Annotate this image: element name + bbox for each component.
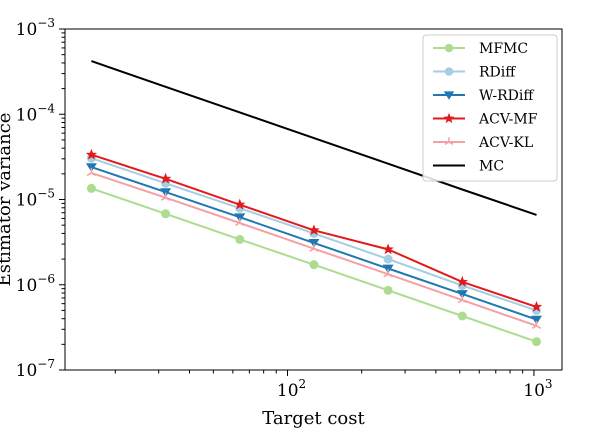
legend-item-rdiff: RDiff [433,65,516,81]
x-axis-label: Target cost [262,408,365,429]
data-point-w-rdiff [382,264,394,274]
legend-label-rdiff: RDiff [479,65,516,81]
data-point-w-rdiff [85,163,97,173]
data-point-acv-kl [531,320,542,329]
data-point-mfmc [309,260,319,270]
data-point-acv-kl [86,167,97,177]
data-point-mfmc [531,337,541,347]
data-point-acv-mf [456,275,468,287]
series-mc [91,60,537,216]
legend-label-w-rdiff: W-RDiff [479,88,534,104]
data-point-acv-mf [382,243,394,255]
data-point-w-rdiff [234,213,246,223]
legend: MFMC RDiff W-RDiff ACV-MF ACV-KL MC [422,34,558,182]
legend-item-acv-kl: ACV-KL [433,135,533,151]
data-point-w-rdiff [160,188,172,198]
data-point-mfmc [383,285,393,295]
data-point-mfmc [86,183,96,193]
y-axis-label: Estimator variance [0,113,15,287]
legend-item-w-rdiff: W-RDiff [433,88,534,104]
legend-marker-w-rdiff [443,91,455,100]
data-point-w-rdiff [456,290,468,299]
legend-marker-mfmc [444,43,454,53]
legend-label-mfmc: MFMC [479,41,528,57]
data-point-mfmc [235,234,245,244]
y-tick-label: 10−6 [16,272,55,296]
legend-marker-rdiff [444,67,454,76]
x-tick-label: 102 [277,377,306,401]
legend-item-acv-mf: ACV-MF [433,112,538,128]
data-point-acv-mf [530,300,543,312]
legend-item-mc: MC [433,159,504,175]
series-acv-mf [85,148,543,312]
data-point-acv-kl [160,192,171,201]
series-w-rdiff [85,163,542,325]
y-tick-label: 10−7 [16,357,55,381]
legend-item-mfmc: MFMC [433,41,528,57]
legend-marker-acv-mf [443,112,455,124]
plot-series [85,60,543,347]
data-point-acv-mf [308,224,320,236]
data-point-acv-kl [383,269,393,278]
data-point-acv-kl [309,243,319,252]
legend-label-acv-kl: ACV-KL [478,135,533,151]
axis-ticks: 102 103 10−7 10−6 10−5 10−4 10−3 [16,16,553,401]
legend-label-mc: MC [479,159,504,175]
data-point-mfmc [457,311,467,321]
data-point-mfmc [161,209,171,219]
data-point-w-rdiff [530,315,542,325]
data-point-acv-mf [85,148,98,160]
y-tick-label: 10−3 [16,16,55,40]
plot-frame [64,28,563,371]
series-acv-kl [86,167,542,329]
series-mfmc [86,183,541,347]
data-point-w-rdiff [308,239,320,248]
legend-marker-acv-kl [444,137,454,146]
x-tick-label: 103 [523,377,552,401]
legend-label-acv-mf: ACV-MF [478,112,538,128]
data-point-acv-mf [159,172,172,184]
data-point-rdiff [383,254,393,264]
data-point-acv-mf [234,198,246,210]
data-point-acv-kl [235,218,245,227]
y-tick-label: 10−4 [16,101,56,125]
series-line-mc [91,60,537,216]
y-tick-label: 10−5 [16,187,55,211]
data-point-acv-kl [457,295,468,304]
